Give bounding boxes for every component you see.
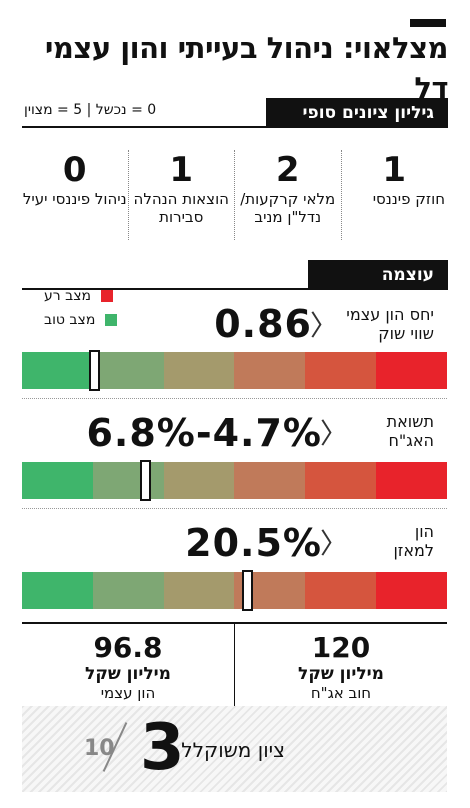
financial-strength-header: עוצמה פיננסית [308,260,448,315]
chevron-left-icon: 〈 [309,309,338,342]
scale-marker [139,460,151,501]
stat-equity: 96.8 מיליון שקל הון עצמי [22,632,234,703]
metric-value-equity-market: 0.86 [214,302,312,346]
scale-segment [163,462,235,499]
grade-label: מלאי קרקעות/ נדל"ן מניב [240,190,336,226]
grade-value: 0 [62,150,87,190]
weighted-score-box: ציון משוקלל 3 10 [22,706,447,792]
scale-segment [234,352,306,389]
metric-label-line2: למאזן [393,541,434,560]
dotted-divider [22,398,447,399]
scale-segment [305,352,377,389]
scale-segment [92,352,164,389]
grade-value: 1 [382,150,407,190]
scale-marker [88,350,100,391]
metric-label-bond-yield: תשואת האג"ח [387,412,434,450]
grade-value: 2 [275,150,300,190]
scale-bar-equity-market [22,352,447,389]
metric-label-line2: האג"ח [388,431,434,450]
scale-segment [22,572,93,609]
legend-bad: מצב רע [44,287,114,305]
report-card-header: גיליון ציונים סופי [266,98,448,128]
metric-value-equity-balance: 20.5% [185,521,322,565]
stat-unit: מיליון שקל [85,664,171,684]
metric-value-bond-yield: 6.8%-4.7% [86,411,322,455]
grade-label: חוזק פיננסי [372,190,445,208]
stat-value: 120 [311,631,371,664]
weighted-score-value: 3 [140,711,185,785]
scale-segment [22,352,93,389]
scale-segment [305,572,377,609]
weighted-score-label: ציון משוקלל [181,738,285,762]
title-accent-bar [410,19,446,27]
scale-segment [376,572,447,609]
grade-scale-legend: 0 = נכשל | 5 = מצוין [24,102,157,118]
stat-label: חוב אג"ח [310,684,372,702]
metric-label-equity-balance: הון למאזן [393,522,434,560]
legend-good: מצב טוב [44,311,118,329]
metric-label-equity-market: יחס הון עצמי שווי שוק [346,305,434,343]
chevron-left-icon: 〈 [319,527,348,560]
legend-label-bad: מצב רע [44,288,92,304]
metric-label-line1: יחס הון עצמי [346,305,434,324]
legend-swatch-bad [101,290,114,302]
scale-segment [376,462,447,499]
legend-swatch-good [105,314,118,326]
chevron-left-icon: 〈 [319,417,348,450]
scale-bar-bond-yield [22,462,447,499]
scale-segment [22,462,93,499]
scale-segment [163,352,235,389]
grade-admin-expenses: 1 הוצאות הנהלה סבירות [129,150,235,240]
financial-strength-rule [22,288,447,290]
legend-label-good: מצב טוב [44,312,96,328]
weighted-score-max: 10 [84,736,115,761]
grades-row: 1 חוזק פיננסי 2 מלאי קרקעות/ נדל"ן מניב … [22,150,447,240]
scale-marker [241,570,253,611]
grade-financial-strength: 1 חוזק פיננסי [342,150,448,240]
scale-segment [163,572,235,609]
grade-financial-management: 0 ניהול פיננסי יעיל [22,150,129,240]
metric-label-line2: שווי שוק [378,324,434,343]
stats-divider [234,624,235,708]
metric-label-line1: תשואת [386,412,434,431]
stats-panel: 120 מיליון שקל חוב אג"ח 96.8 מיליון שקל … [22,622,447,708]
stat-label: הון עצמי [100,684,156,702]
stat-unit: מיליון שקל [298,664,384,684]
grade-land-inventory: 2 מלאי קרקעות/ נדל"ן מניב [235,150,342,240]
grade-value: 1 [169,150,194,190]
dotted-divider [22,508,447,509]
stat-value: 96.8 [93,631,163,664]
grade-label: הוצאות הנהלה סבירות [133,190,229,226]
scale-segment [92,572,164,609]
metric-label-line1: הון [414,522,434,541]
scale-segment [305,462,377,499]
scale-bar-equity-balance [22,572,447,609]
report-card-rule [22,126,447,128]
page-title: מצלאוי: ניהול בעייתי והון עצמי דל [44,31,449,105]
grade-label: ניהול פיננסי יעיל [22,190,127,208]
scale-segment [376,352,447,389]
scale-segment [92,462,164,499]
scale-segment [234,462,306,499]
stat-bond-debt: 120 מיליון שקל חוב אג"ח [235,632,447,703]
